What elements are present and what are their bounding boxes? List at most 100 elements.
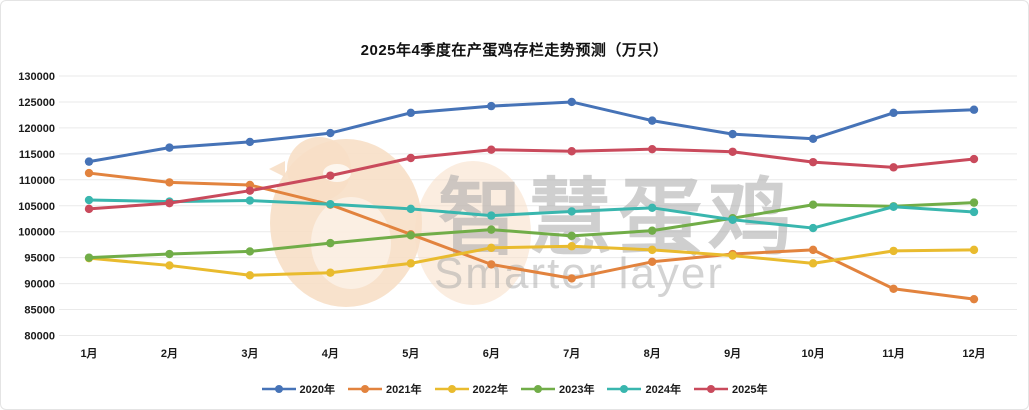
x-tick-label: 9月 [724, 347, 741, 360]
y-tick-label: 100000 [18, 227, 55, 239]
data-point [487, 145, 496, 154]
y-tick-label: 90000 [24, 279, 55, 291]
data-point [808, 245, 818, 255]
data-point [808, 200, 818, 209]
legend-label: 2025年 [731, 384, 768, 396]
data-point [969, 154, 979, 164]
legend-label: 2021年 [386, 384, 422, 396]
data-point [728, 129, 737, 139]
data-point [647, 257, 657, 267]
data-point [969, 294, 979, 304]
legend-label: 2023年 [559, 384, 595, 396]
data-point [326, 268, 335, 277]
grid-and-axes: 130000 125000 120000 115000 110000 105000 1000… [18, 71, 1017, 360]
y-tick-label: 85000 [24, 305, 55, 317]
data-point [808, 157, 818, 167]
data-point [808, 259, 818, 268]
x-tick-label: 11月 [882, 347, 905, 360]
data-point [165, 178, 174, 187]
data-point [647, 144, 657, 154]
data-point [969, 105, 979, 114]
x-tick-label: 1月 [80, 347, 97, 360]
y-tick-label: 95000 [24, 253, 55, 265]
x-tick-label: 6月 [483, 347, 500, 360]
legend-marker-icon [693, 385, 728, 393]
data-point [84, 204, 94, 214]
x-tick-label: 3月 [241, 347, 258, 360]
x-tick-label: 7月 [563, 347, 580, 360]
series-line [87, 244, 976, 277]
chart-legend: 2020年 2021年 2022年 2023年 2024年 2025年 [1, 381, 1028, 397]
data-point [808, 134, 818, 143]
legend-label: 2024年 [645, 384, 681, 396]
data-point [84, 253, 94, 262]
x-tick-label: 12月 [962, 347, 985, 360]
egg-chick-logo-icon [415, 161, 531, 305]
data-point [406, 259, 416, 268]
legend-item-2023[interactable]: 2023年 [521, 381, 594, 397]
legend-label: 2020年 [299, 384, 336, 396]
legend-item-2020[interactable]: 2020年 [261, 381, 336, 397]
watermark-text-en: Smarter layer [434, 249, 724, 298]
data-point [647, 116, 657, 125]
x-tick-label: 2月 [161, 347, 178, 360]
data-point [245, 186, 255, 195]
data-point [245, 196, 255, 205]
data-point [889, 163, 898, 172]
data-point [326, 171, 335, 180]
data-point [487, 101, 496, 111]
legend-item-2021[interactable]: 2021年 [348, 381, 422, 397]
y-tick-label: 130000 [18, 71, 55, 83]
data-point [84, 195, 94, 205]
data-point [567, 97, 576, 107]
data-point [165, 143, 174, 152]
x-tick-label: 5月 [402, 347, 419, 360]
legend-item-2022[interactable]: 2022年 [434, 381, 508, 397]
data-point [889, 284, 898, 293]
data-point [326, 199, 335, 209]
egg-chick-logo-icon [269, 161, 285, 177]
data-point [889, 108, 898, 118]
series-line [87, 171, 976, 301]
data-point [969, 245, 979, 255]
data-point [406, 204, 416, 214]
data-point [969, 207, 979, 217]
data-point [567, 207, 576, 216]
y-tick-label: 105000 [18, 201, 55, 213]
data-point [406, 108, 416, 118]
legend-item-2025[interactable]: 2025年 [693, 381, 768, 397]
series-line [87, 198, 976, 230]
data-point [567, 231, 576, 241]
x-tick-label: 4月 [322, 347, 339, 360]
data-point [567, 242, 576, 251]
data-point [969, 198, 979, 207]
series-2020年 [84, 97, 979, 166]
x-tick-label: 8月 [644, 347, 661, 360]
data-point [84, 157, 94, 166]
data-point [487, 225, 496, 234]
chart-title: 2025年4季度在产蛋鸡存栏走势预测（万只） [360, 42, 669, 59]
data-point [245, 271, 255, 280]
x-tick-label: 10月 [801, 347, 824, 360]
y-tick-label: 120000 [18, 123, 55, 135]
legend-marker-icon [261, 385, 296, 393]
series-line [87, 147, 976, 211]
data-point [647, 245, 657, 255]
legend-marker-icon [434, 385, 469, 393]
y-tick-label: 125000 [18, 97, 55, 109]
data-point [647, 203, 657, 213]
data-point [567, 274, 576, 283]
data-point [84, 168, 94, 178]
legend-label: 2022年 [472, 384, 508, 396]
series-line [87, 201, 976, 260]
series-2024年 [84, 195, 979, 233]
data-point [326, 238, 335, 248]
legend-item-2024[interactable]: 2024年 [607, 381, 681, 397]
data-point [808, 223, 818, 233]
data-point [567, 147, 576, 156]
legend-marker-icon [348, 385, 383, 393]
legend-marker-icon [607, 385, 642, 393]
data-point [245, 137, 255, 147]
data-point [406, 231, 416, 240]
